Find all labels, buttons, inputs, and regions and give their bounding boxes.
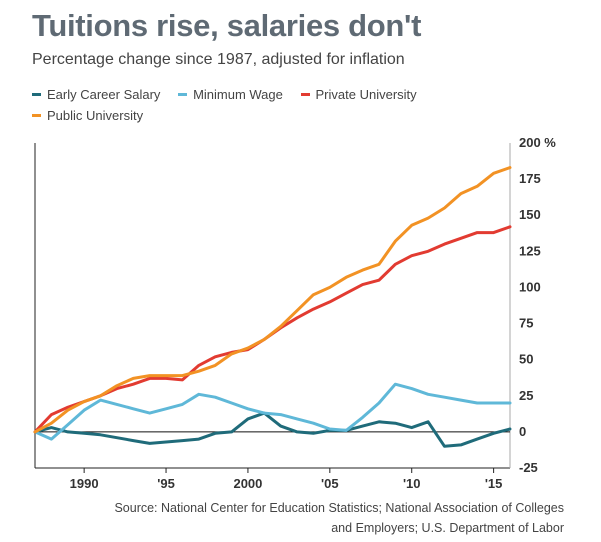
legend-swatch-public-university xyxy=(32,114,41,118)
legend-item-private-university: Private University xyxy=(300,84,417,105)
legend-label-public-university: Public University xyxy=(47,108,144,123)
legend-swatch-private-university xyxy=(300,93,310,97)
x-tick-label: '15 xyxy=(485,476,503,491)
legend-label-early-career-salary: Early Career Salary xyxy=(47,87,161,102)
chart-title: Tuitions rise, salaries don't xyxy=(32,8,422,43)
series-line-public-university xyxy=(33,166,512,434)
y-tick-label: 50 xyxy=(519,352,533,367)
y-tick-label: -25 xyxy=(519,460,538,475)
legend-item-minimum-wage: Minimum Wage xyxy=(178,84,283,105)
legend-swatch-early-career-salary xyxy=(32,93,41,97)
chart-subtitle: Percentage change since 1987, adjusted f… xyxy=(32,51,405,68)
x-tick-label: '05 xyxy=(321,476,339,491)
x-tick-label: '10 xyxy=(403,476,421,491)
x-tick-label: 1990 xyxy=(70,476,99,491)
series-line-minimum-wage xyxy=(33,382,512,441)
x-tick-label: 2000 xyxy=(233,476,262,491)
series-line-early-career-salary xyxy=(33,411,512,448)
y-tick-label: 75 xyxy=(519,316,533,331)
legend-swatch-minimum-wage xyxy=(178,93,188,97)
y-tick-label: 25 xyxy=(519,388,533,403)
y-tick-label: 150 xyxy=(519,207,541,222)
y-tick-label: 175 xyxy=(519,171,541,186)
legend-label-minimum-wage: Minimum Wage xyxy=(193,87,283,102)
source-note: Source: National Center for Education St… xyxy=(60,498,564,538)
legend-item-early-career-salary: Early Career Salary xyxy=(32,84,160,105)
y-tick-label: 200 % xyxy=(519,135,556,150)
chart-legend: Early Career Salary Minimum Wage Private… xyxy=(32,84,472,126)
legend-item-public-university: Public University xyxy=(32,105,143,126)
y-tick-label: 125 xyxy=(519,243,541,258)
source-line-1: Source: National Center for Education St… xyxy=(114,501,564,515)
y-tick-label: 0 xyxy=(519,424,526,439)
x-tick-label: '95 xyxy=(157,476,175,491)
source-line-2: and Employers; U.S. Department of Labor xyxy=(331,521,564,535)
y-tick-label: 100 xyxy=(519,279,541,294)
legend-label-private-university: Private University xyxy=(315,87,417,102)
